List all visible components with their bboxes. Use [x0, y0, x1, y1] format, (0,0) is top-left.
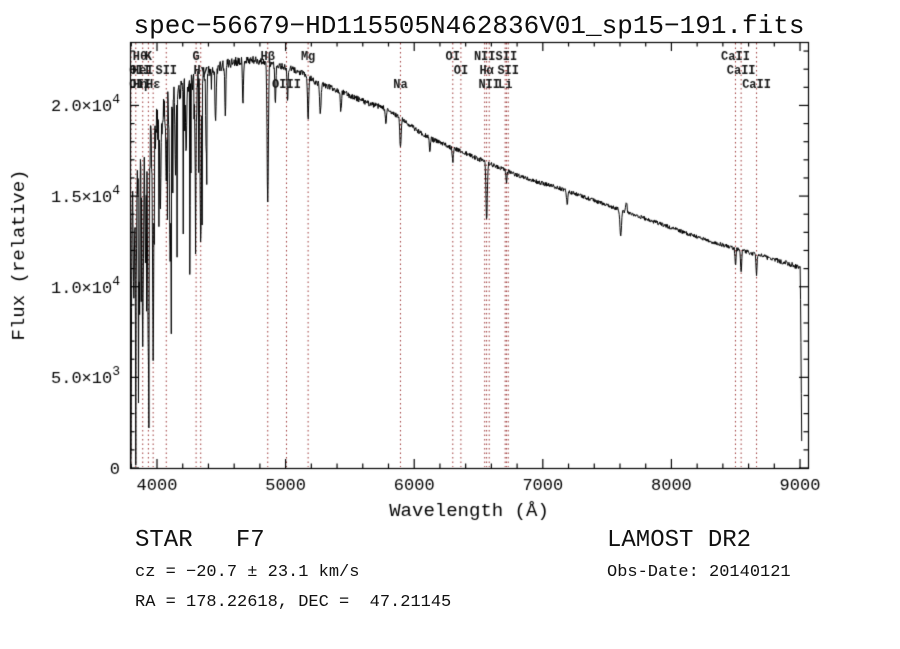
plot-title: spec−56679−HD115505N462836V01_sp15−191.f…	[133, 11, 805, 41]
radial-velocity-text: cz = −20.7 ± 23.1 km/s	[135, 563, 360, 582]
object-class-text: STAR F7	[135, 527, 265, 554]
survey-name-text: LAMOST DR2	[607, 527, 752, 554]
ra-dec-text: RA = 178.22618, DEC = 47.21145	[135, 593, 452, 612]
obs-date-text: Obs-Date: 20140121	[607, 563, 791, 582]
